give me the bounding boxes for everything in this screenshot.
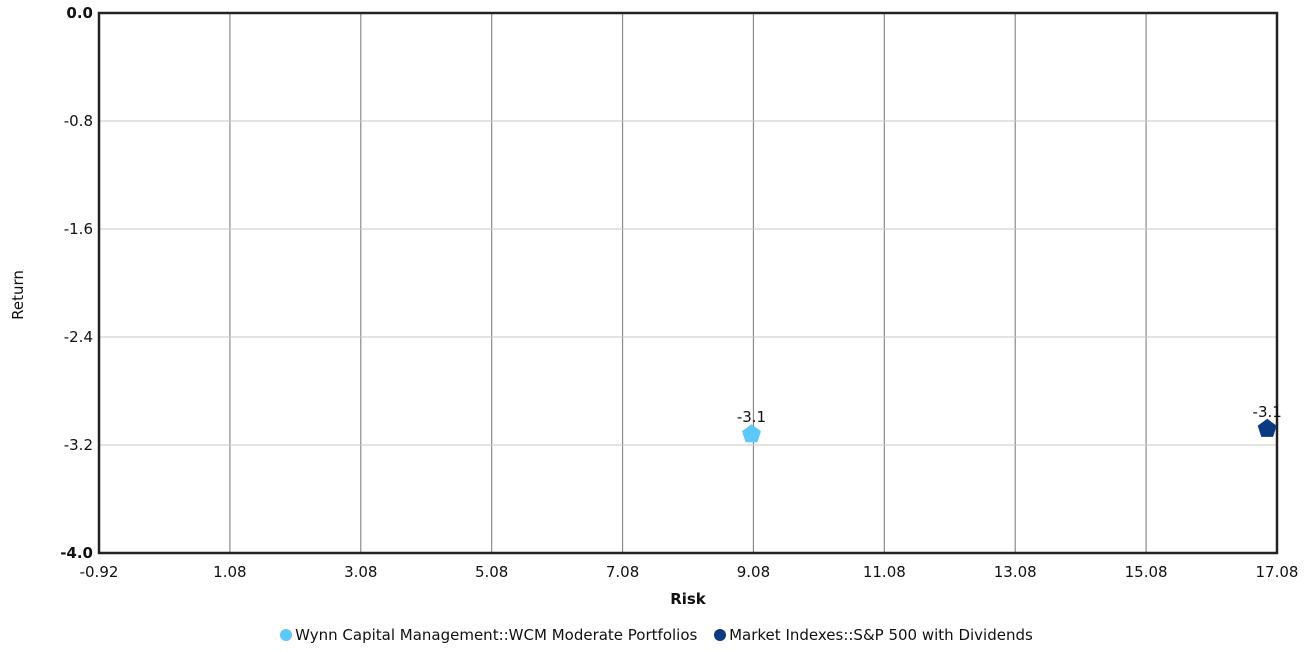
y-tick-label: -3.2 [64,436,93,454]
x-axis-title: Risk [670,590,707,608]
x-tick-label: 1.08 [213,563,246,581]
x-tick-label: -0.92 [80,563,119,581]
data-label-series-1: -3.1 [1253,403,1282,421]
y-tick-label: -1.6 [64,220,93,238]
y-tick-label: -2.4 [64,328,93,346]
grid-lines [98,12,1278,554]
x-tick-label: 7.08 [606,563,639,581]
data-point-series-1[interactable] [1257,418,1277,437]
data-point-series-0[interactable] [742,424,761,443]
data-points: -3.1 -3.1 [737,403,1282,443]
legend-item-wcm[interactable]: Wynn Capital Management::WCM Moderate Po… [280,626,697,644]
y-axis-ticks: 0.0 -0.8 -1.6 -2.4 -3.2 -4.0 [60,4,93,562]
x-tick-label: 11.08 [863,563,906,581]
plot-area-frame [97,11,1279,555]
y-axis-title: Return [9,270,27,320]
legend-item-sp500[interactable]: Market Indexes::S&P 500 with Dividends [714,626,1033,644]
x-axis-ticks: -0.92 1.08 3.08 5.08 7.08 9.08 11.08 13.08 15.08… [80,563,1299,581]
x-tick-label: 5.08 [475,563,508,581]
legend-marker-wcm [280,629,293,641]
legend-label-sp500: Market Indexes::S&P 500 with Dividends [729,626,1033,644]
y-tick-label: -0.8 [64,112,93,130]
legend-label-wcm: Wynn Capital Management::WCM Moderate Po… [295,626,698,644]
legend: Wynn Capital Management::WCM Moderate Po… [0,626,1313,645]
legend-marker-sp500 [714,629,727,641]
y-tick-label: -4.0 [60,544,93,562]
x-tick-label: 13.08 [994,563,1037,581]
x-tick-label: 9.08 [737,563,770,581]
x-tick-label: 15.08 [1125,563,1168,581]
x-tick-label: 3.08 [344,563,377,581]
y-tick-label: 0.0 [66,4,93,22]
data-label-series-0: -3.1 [737,408,766,426]
x-tick-label: 17.08 [1256,563,1299,581]
